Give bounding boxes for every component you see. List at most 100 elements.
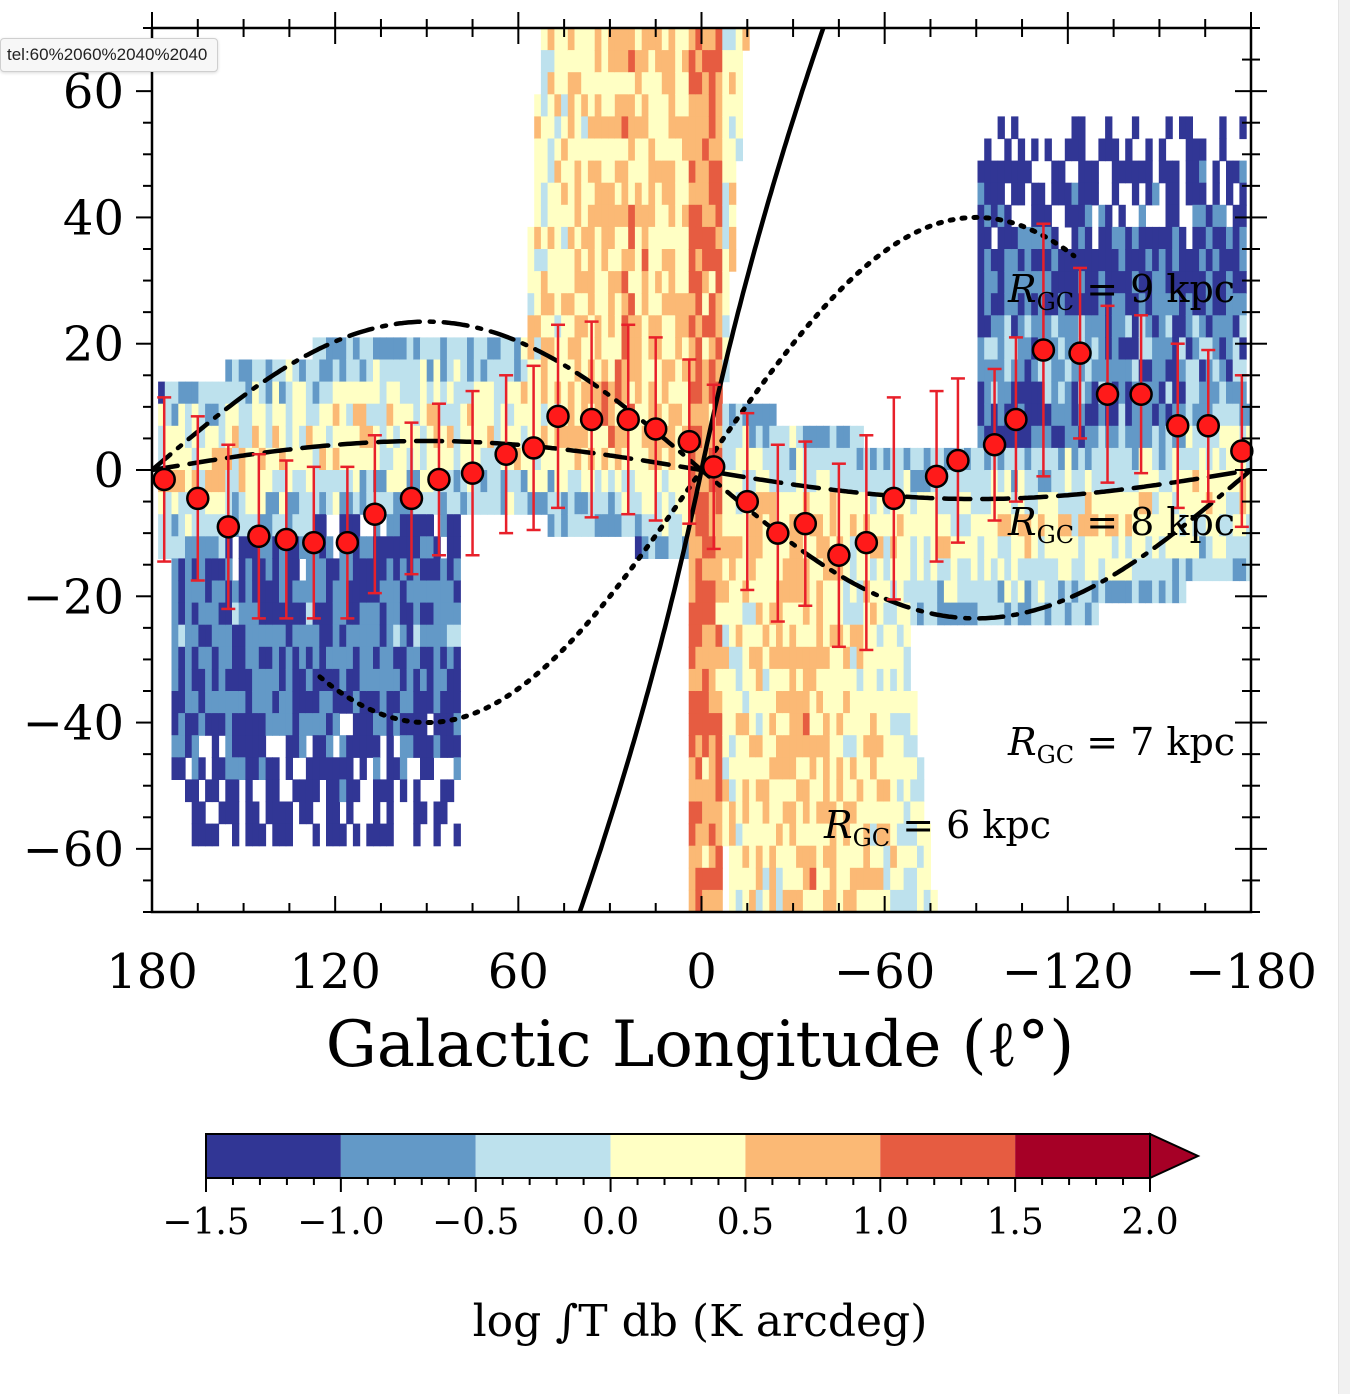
heatmap-cell xyxy=(903,580,911,604)
heatmap-cell xyxy=(1192,447,1200,471)
heatmap-cell xyxy=(648,72,656,95)
heatmap-cell xyxy=(829,492,837,515)
heatmap-cell xyxy=(305,801,314,825)
heatmap-cell xyxy=(937,447,945,471)
heatmap-cell xyxy=(702,492,710,515)
heatmap-cell xyxy=(682,72,690,95)
heatmap-cell xyxy=(433,492,441,515)
rgc-7-label: RGC = 7 kpc xyxy=(1007,720,1235,769)
heatmap-cell xyxy=(581,359,589,383)
heatmap-cell xyxy=(232,779,240,803)
heatmap-cell xyxy=(729,50,737,73)
heatmap-cell xyxy=(776,735,784,758)
colorbar-tick-label: 2.0 xyxy=(1121,1202,1178,1243)
heatmap-cell xyxy=(211,624,220,648)
heatmap-cell xyxy=(816,713,824,736)
heatmap-cell xyxy=(1131,160,1140,184)
heatmap-cell xyxy=(1158,249,1167,272)
heatmap-cell xyxy=(708,315,717,338)
heatmap-cell xyxy=(299,713,307,736)
heatmap-cell xyxy=(648,138,656,162)
heatmap-cell xyxy=(856,470,864,493)
heatmap-cell xyxy=(1017,359,1026,383)
heatmap-cell xyxy=(843,801,851,825)
heatmap-cell xyxy=(1017,470,1026,493)
heatmap-cell xyxy=(426,359,434,383)
heatmap-cell xyxy=(440,558,448,582)
heatmap-cell xyxy=(1011,271,1019,294)
heatmap-cell xyxy=(655,204,663,228)
heatmap-cell xyxy=(722,691,730,714)
heatmap-cell xyxy=(688,668,696,692)
heatmap-cell xyxy=(258,403,267,427)
heatmap-cell xyxy=(164,536,173,559)
heatmap-cell xyxy=(433,713,441,736)
heatmap-cell xyxy=(695,580,703,604)
heatmap-cell xyxy=(292,691,300,714)
heatmap-cell xyxy=(708,713,717,736)
heatmap-cell xyxy=(601,425,609,449)
heatmap-cell xyxy=(426,514,434,537)
heatmap-cell xyxy=(729,492,737,515)
heatmap-cell xyxy=(346,403,354,427)
heatmap-cell xyxy=(749,757,757,780)
heatmap-cell xyxy=(1037,580,1046,604)
heatmap-cell xyxy=(540,403,549,427)
heatmap-cell xyxy=(782,823,790,847)
heatmap-cell xyxy=(937,580,945,604)
heatmap-cell xyxy=(547,204,555,228)
heatmap-cell xyxy=(708,889,717,912)
heatmap-cell xyxy=(1044,315,1052,338)
heatmap-cell xyxy=(1044,226,1052,250)
heatmap-cell xyxy=(702,779,710,803)
heatmap-cell xyxy=(433,558,441,582)
heatmap-cell xyxy=(567,138,576,162)
heatmap-cell xyxy=(1071,558,1079,582)
heatmap-cell xyxy=(1044,602,1052,626)
heatmap-cell xyxy=(990,558,999,582)
heatmap-cell xyxy=(1158,558,1167,582)
heatmap-cell xyxy=(984,359,992,383)
heatmap-cell xyxy=(1037,447,1046,471)
heatmap-cell xyxy=(695,624,703,648)
heatmap-cell xyxy=(265,492,273,515)
heatmap-cell xyxy=(722,425,730,449)
heatmap-cell xyxy=(386,403,394,427)
heatmap-cell xyxy=(232,801,240,825)
heatmap-cell xyxy=(675,337,683,361)
heatmap-cell xyxy=(379,425,387,449)
heatmap-cell xyxy=(245,580,253,604)
heatmap-cell xyxy=(876,602,884,626)
heatmap-cell xyxy=(1058,403,1066,427)
heatmap-cell xyxy=(534,160,542,184)
heatmap-cell xyxy=(1098,359,1106,383)
heatmap-cell xyxy=(587,94,596,117)
heatmap-cell xyxy=(608,293,616,316)
heatmap-cell xyxy=(252,646,260,670)
heatmap-cell xyxy=(211,580,220,604)
heatmap-cell xyxy=(1138,160,1146,184)
heatmap-cell xyxy=(265,359,273,383)
heatmap-cell xyxy=(225,735,233,758)
heatmap-cell xyxy=(648,204,656,228)
heatmap-cell xyxy=(292,602,300,626)
heatmap-cell xyxy=(413,602,421,626)
heatmap-cell xyxy=(675,381,683,405)
heatmap-cell xyxy=(910,889,918,912)
heatmap-cell xyxy=(863,691,871,714)
heatmap-cell xyxy=(339,668,347,692)
heatmap-cell xyxy=(225,646,233,670)
heatmap-cell xyxy=(594,182,602,206)
heatmap-cell xyxy=(238,757,246,780)
heatmap-cell xyxy=(1239,160,1247,184)
heatmap-cell xyxy=(695,28,703,51)
heatmap-cell xyxy=(258,558,267,582)
vertical-scrollbar[interactable] xyxy=(1338,0,1350,1394)
heatmap-cell xyxy=(722,28,730,51)
heatmap-cell xyxy=(574,28,582,51)
heatmap-cell xyxy=(641,403,649,427)
heatmap-cell xyxy=(272,425,280,449)
heatmap-cell xyxy=(326,381,334,405)
heatmap-cell xyxy=(218,470,226,493)
heatmap-cell xyxy=(903,713,911,736)
